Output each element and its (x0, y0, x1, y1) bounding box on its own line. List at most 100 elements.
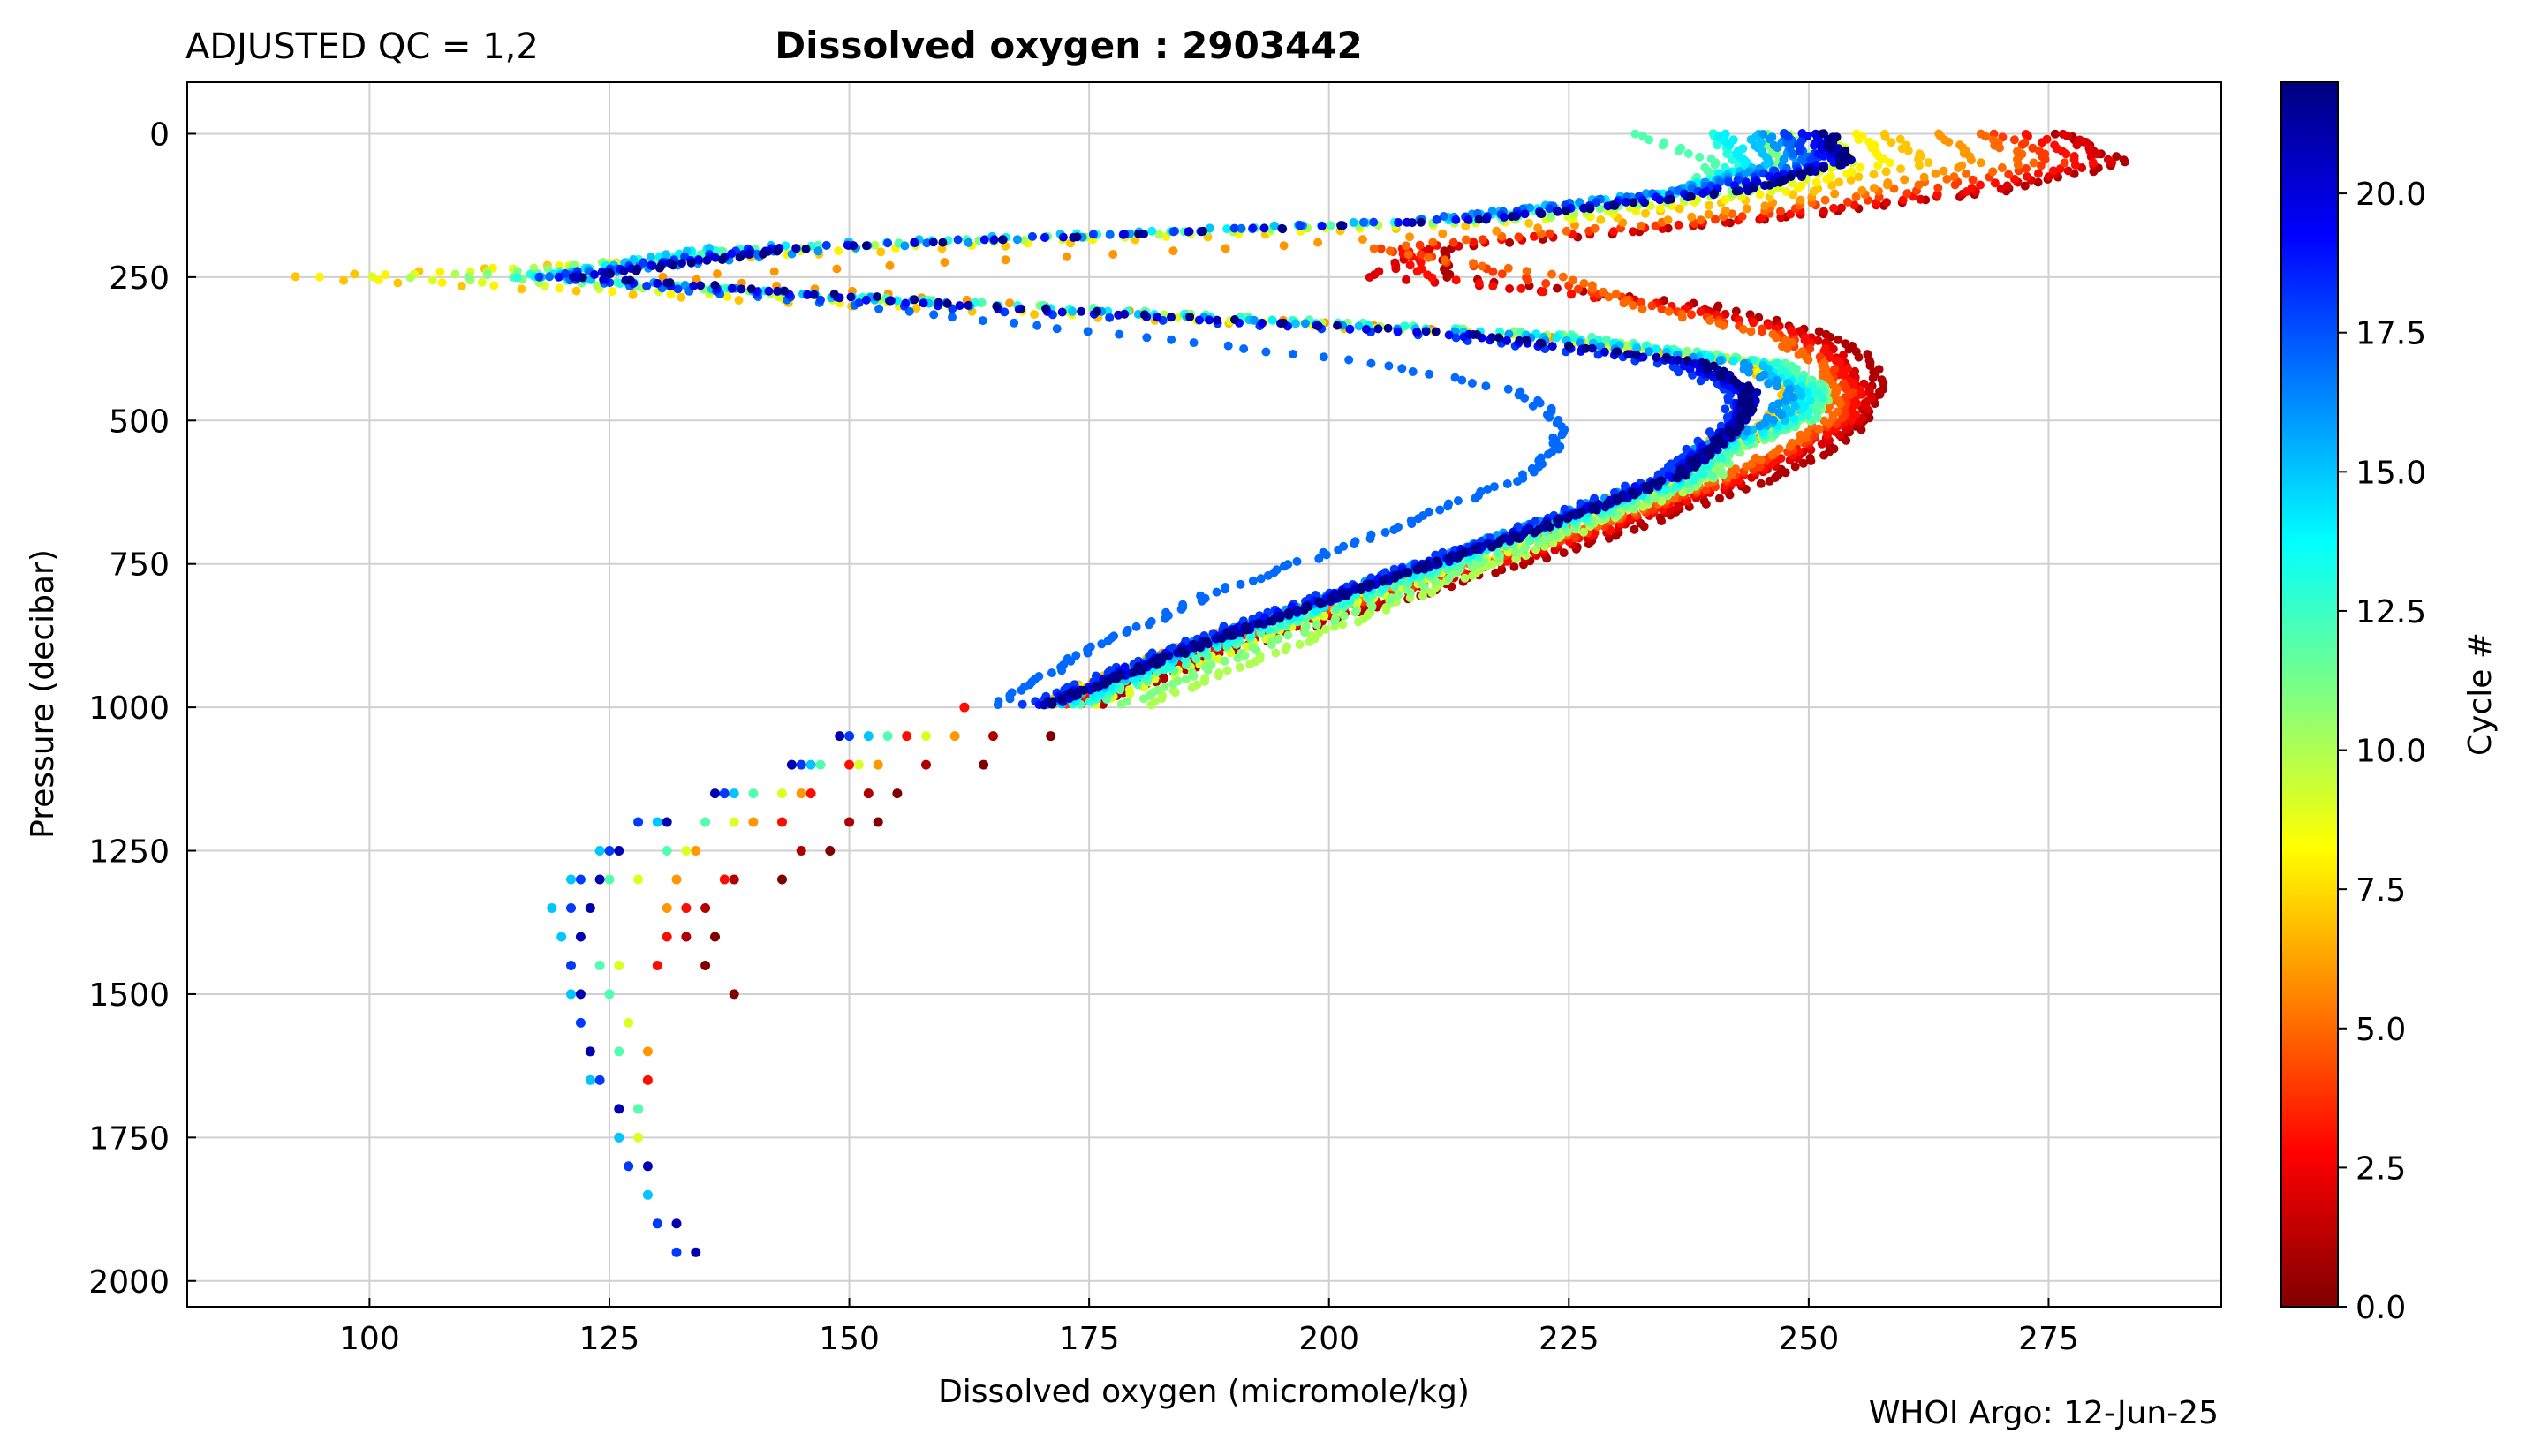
data-point (1040, 233, 1049, 242)
data-point (1214, 671, 1223, 681)
data-point (1767, 450, 1777, 460)
data-point (1898, 195, 1908, 205)
data-point (662, 903, 672, 913)
data-point (646, 253, 655, 262)
data-point (1447, 582, 1456, 592)
data-point (1010, 318, 1019, 328)
data-point (1699, 470, 1709, 479)
data-point (1223, 341, 1233, 351)
data-point (1857, 425, 1866, 434)
data-point (998, 235, 1008, 245)
data-point (1628, 227, 1637, 237)
deep-points-cycle-15 (547, 731, 874, 1200)
data-point (694, 255, 704, 265)
data-point (2050, 129, 2060, 139)
data-point (1838, 413, 1848, 423)
data-point (1176, 605, 1186, 614)
data-point (1702, 365, 1712, 374)
data-point (1444, 554, 1454, 563)
data-point (315, 272, 324, 282)
data-point (1314, 554, 1324, 563)
data-point (1068, 306, 1078, 316)
data-point (1520, 393, 1530, 403)
data-point (1256, 574, 1266, 584)
data-point (585, 1075, 595, 1085)
data-point (919, 298, 928, 308)
data-point (928, 238, 938, 247)
data-point (773, 286, 783, 296)
data-point (681, 903, 692, 913)
data-point (1444, 330, 1454, 340)
data-point (681, 932, 692, 942)
data-point (1145, 620, 1153, 630)
data-point (700, 961, 711, 970)
data-point (885, 296, 894, 306)
plot-frame (186, 81, 2222, 1308)
data-point (1609, 227, 1618, 237)
data-point (1503, 263, 1513, 273)
data-point (1047, 699, 1057, 709)
data-point (1706, 352, 1716, 362)
data-point (1168, 679, 1178, 689)
data-point (1611, 290, 1621, 299)
data-point (642, 1046, 653, 1057)
data-point (2048, 166, 2058, 176)
data-point (1825, 353, 1834, 362)
data-point (1698, 189, 1708, 198)
data-point (1796, 412, 1806, 422)
y-tick-label: 1750 (88, 1120, 170, 1157)
data-point (1295, 639, 1305, 649)
x-tick-label: 275 (2018, 1321, 2079, 1357)
data-point (1672, 473, 1682, 482)
data-point (1674, 146, 1683, 155)
data-point (1189, 338, 1199, 348)
data-point (585, 1046, 595, 1057)
data-point (647, 261, 657, 270)
data-point (729, 989, 739, 1000)
data-point (1354, 321, 1364, 331)
data-point (1736, 398, 1746, 408)
data-point (606, 269, 616, 278)
data-point (1443, 502, 1453, 511)
data-point (1489, 482, 1499, 492)
data-point (1686, 192, 1696, 201)
deep-points-cycle-21 (575, 731, 845, 1257)
data-point (1537, 338, 1547, 348)
data-point (1661, 352, 1671, 362)
data-point (1402, 275, 1411, 284)
data-point (1041, 304, 1051, 313)
data-point (1428, 238, 1438, 247)
data-point (604, 989, 615, 1000)
data-point (1203, 666, 1213, 675)
data-point (1854, 172, 1864, 182)
data-point (922, 238, 932, 248)
data-point (1731, 186, 1741, 196)
data-point (777, 788, 787, 799)
data-point (1369, 244, 1379, 253)
data-point (1161, 614, 1170, 623)
data-point (1093, 683, 1101, 691)
data-point (1154, 230, 1164, 239)
data-point (566, 989, 576, 1000)
deep-points-cycle-1 (681, 731, 998, 942)
data-point (1105, 313, 1115, 322)
colorbar-tick-label: 17.5 (2356, 316, 2426, 352)
data-point (1942, 174, 1952, 184)
data-point (1196, 643, 1206, 653)
data-point (1658, 140, 1668, 150)
data-point (642, 1161, 653, 1172)
colorbar-ticks: 0.02.55.07.510.012.515.017.520.0 (2338, 177, 2426, 1326)
data-point (1205, 315, 1214, 325)
data-point (1674, 355, 1683, 365)
data-point (1834, 430, 1844, 440)
data-point (1129, 668, 1138, 677)
data-point (681, 846, 692, 856)
data-point (1539, 287, 1548, 297)
data-point (882, 731, 893, 742)
data-point (1819, 129, 1828, 139)
data-point (1079, 685, 1089, 695)
data-point (1057, 307, 1067, 317)
data-point (874, 304, 884, 313)
data-point (1716, 373, 1726, 382)
qc-label: ADJUSTED QC = 1,2 (185, 26, 539, 67)
